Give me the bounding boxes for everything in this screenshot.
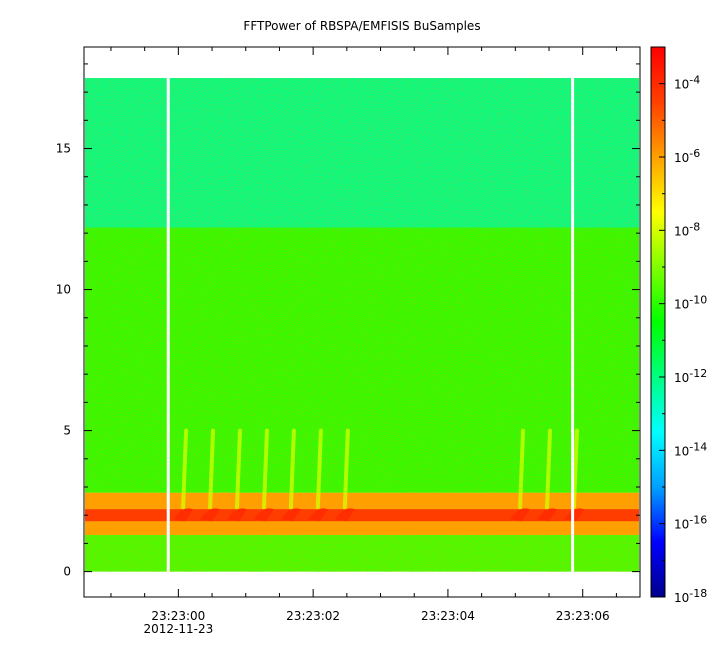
rising-tone-burst (307, 508, 328, 522)
colorbar-axis: 10-18 10-16 10-14 10-12 10-10 10-8 10-6 10-4 (659, 46, 707, 605)
colorbar-tick-label: 10-6 (674, 147, 700, 165)
colorbar (650, 46, 666, 598)
colorbar-tick-label: 10-16 (674, 514, 707, 532)
rising-tone (181, 428, 189, 510)
rising-tone (235, 428, 243, 510)
colorbar-tick-label: 10-12 (674, 367, 707, 385)
colorbar-tick-label: 10-14 (674, 440, 707, 458)
colorbar-tick-label: 10-10 (674, 294, 707, 312)
rising-tone-burst (510, 508, 531, 522)
rising-tone (208, 428, 216, 510)
x-tick-label: 23:23:04 (421, 609, 475, 623)
rising-tone-burst (280, 508, 301, 522)
y-tick-label: 10 (56, 283, 71, 297)
x-tick-label: 23:23:02 (286, 609, 340, 623)
y-axis: 0 5 10 15 (56, 63, 640, 579)
y-tick-label: 15 (56, 142, 71, 156)
rising-tone (518, 428, 526, 510)
x-date-label: 2012-11-23 (143, 622, 213, 636)
spectrogram-texture-upper (85, 78, 639, 228)
rising-tone-burst (537, 508, 558, 522)
rising-tone (545, 428, 553, 510)
x-tick-label: 23:23:00 (151, 609, 205, 623)
rising-tone-burst (200, 508, 221, 522)
plot-frame (83, 46, 641, 598)
intense-band (85, 509, 639, 522)
y-tick-label: 0 (63, 565, 71, 579)
colorbar-tick-label: 10-4 (674, 74, 700, 92)
colorbar-tick-label: 10-18 (674, 587, 707, 605)
rising-tone (342, 428, 350, 510)
rising-tone-burst (334, 508, 355, 522)
colorbar-tick-label: 10-8 (674, 220, 700, 238)
rising-tone (571, 428, 579, 510)
data-gap (571, 78, 575, 572)
plot-area (85, 78, 639, 572)
x-tick-label: 23:23:06 (556, 609, 610, 623)
data-gap (166, 78, 170, 572)
rising-tone (288, 428, 296, 510)
rising-tone-burst (227, 508, 248, 522)
rising-tone (261, 428, 269, 510)
chart-title: FFTPower of RBSPA/EMFISIS BuSamples (243, 19, 480, 33)
rising-tone-burst (173, 508, 194, 522)
rising-tone-burst (253, 508, 274, 522)
y-tick-label: 5 (63, 424, 71, 438)
rising-tone (315, 428, 323, 510)
